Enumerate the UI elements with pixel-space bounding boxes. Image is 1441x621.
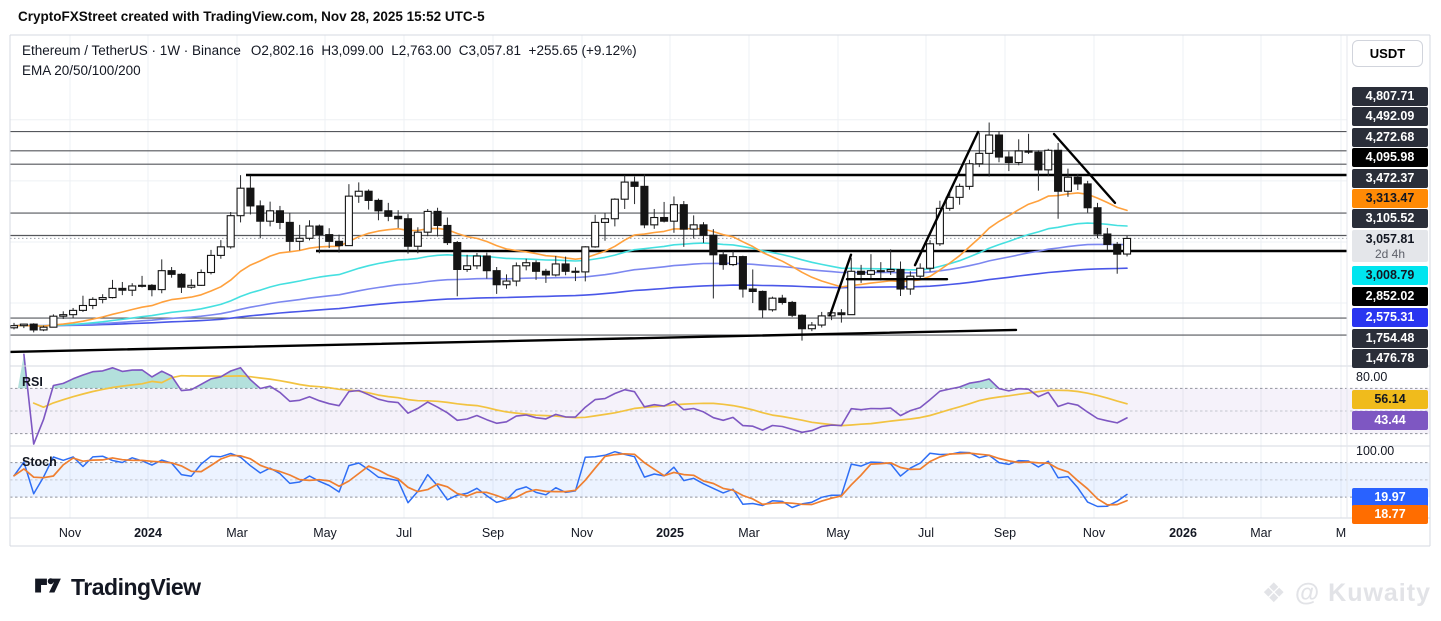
time-axis-month-label: Nov: [570, 526, 594, 540]
attribution-caption: CryptoFXStreet created with TradingView.…: [18, 9, 485, 24]
ema-200-line: [13, 267, 1128, 327]
bar-countdown: 2d 4h: [1374, 247, 1406, 261]
symbol-title: Ethereum / TetherUS · 1W · Binance: [22, 43, 241, 58]
price-level-label: 2,575.31: [1352, 307, 1428, 327]
time-axis-year-label: 2026: [1169, 526, 1197, 540]
stoch-value-label: 19.97: [1352, 487, 1428, 507]
time-axis-month-label: M: [1335, 526, 1347, 540]
stoch-lines: [13, 450, 1128, 509]
candlestick-series: [10, 122, 1132, 341]
rsi-pane-title[interactable]: RSI: [22, 375, 43, 389]
trendline: [913, 130, 980, 267]
tradingview-brand[interactable]: TradingView: [33, 570, 201, 605]
rsi-lines: [23, 353, 1128, 445]
stoch-pane-title[interactable]: Stoch: [22, 455, 57, 469]
price-level-label: 1,476.78: [1352, 348, 1428, 368]
price-level-label: 3,472.37: [1352, 168, 1428, 188]
watermark-text: @ Kuwaity: [1294, 579, 1431, 607]
time-axis-month-label: Jul: [918, 526, 934, 540]
time-axis-month-label: Nov: [58, 526, 82, 540]
trendline: [828, 253, 853, 317]
rsi-overbought-fill: [17, 354, 28, 389]
ema-indicator-legend[interactable]: EMA 20/50/100/200: [22, 63, 141, 78]
rsi-value-label: 43.44: [1352, 410, 1428, 430]
price-level-label: 3,008.79: [1352, 265, 1428, 285]
time-axis-year-label: 2025: [656, 526, 684, 540]
time-axis-year-label: 2024: [134, 526, 162, 540]
price-level-label: 3,105.52: [1352, 208, 1428, 228]
time-axis-month-label: Mar: [1250, 526, 1272, 540]
currency-toggle-button[interactable]: USDT: [1352, 40, 1423, 67]
ema-100-line: [13, 243, 1128, 327]
tradingview-logo-icon: [33, 570, 63, 605]
time-axis-month-label: Mar: [226, 526, 248, 540]
price-level-label: 1,754.48: [1352, 328, 1428, 348]
tradingview-wordmark: TradingView: [71, 574, 201, 600]
time-axis-month-label: May: [313, 526, 337, 540]
stoch-value-label: 18.77: [1352, 504, 1428, 524]
symbol-legend[interactable]: Ethereum / TetherUS · 1W · Binance O2,802…: [22, 43, 637, 58]
rsi-axis-tick: 80.00: [1356, 369, 1388, 384]
price-level-label: 4,272.68: [1352, 127, 1428, 147]
last-price-label: 3,057.81 2d 4h: [1352, 230, 1428, 262]
time-axis-month-label: Nov: [1082, 526, 1106, 540]
ema-20-line: [13, 192, 1128, 327]
price-level-label: 4,807.71: [1352, 86, 1428, 106]
author-watermark: ❖ @ Kuwaity: [1262, 578, 1431, 609]
time-axis-month-label: Sep: [993, 526, 1017, 540]
time-axis-month-label: Sep: [481, 526, 505, 540]
ohlc-values: O2,802.16 H3,099.00 L2,763.00 C3,057.81 …: [250, 43, 637, 58]
price-level-label: 4,492.09: [1352, 106, 1428, 126]
ema-50-line: [13, 222, 1128, 327]
price-level-label: 3,313.47: [1352, 188, 1428, 208]
trendline: [1052, 132, 1117, 205]
binance-diamond-icon: ❖: [1261, 578, 1287, 608]
trendline: [10, 328, 1018, 354]
rsi-overbought-fill: [193, 367, 260, 389]
rsi-overbought-fill: [953, 379, 999, 389]
time-axis-month-label: May: [826, 526, 850, 540]
stoch-axis-tick: 100.00: [1356, 443, 1395, 458]
rsi-value-label: 56.14: [1352, 389, 1428, 409]
price-level-label: 2,852.02: [1352, 286, 1428, 306]
price-level-label: 4,095.98: [1352, 147, 1428, 167]
time-axis-month-label: Jul: [396, 526, 412, 540]
time-axis-month-label: Mar: [738, 526, 760, 540]
